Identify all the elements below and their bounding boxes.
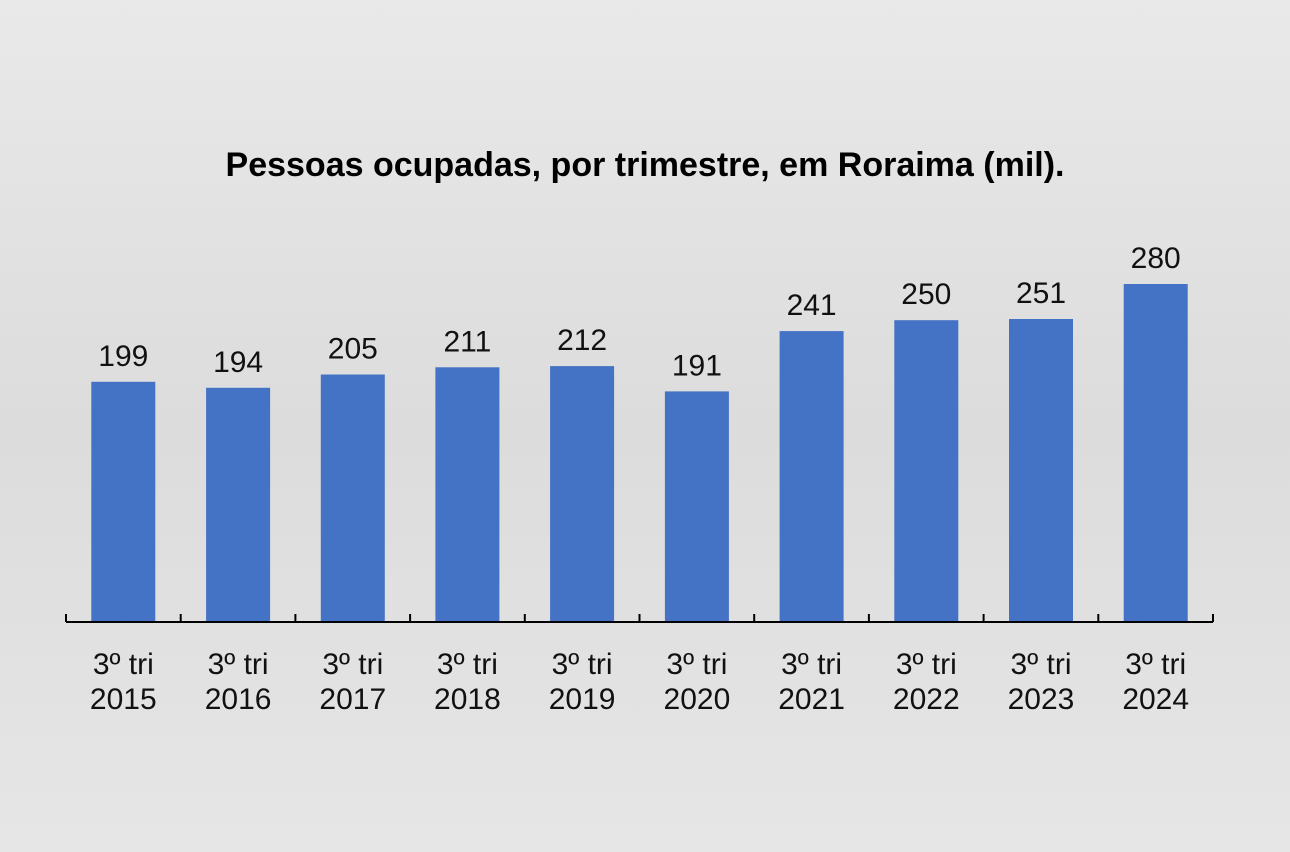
- x-tick-label-line: 3º tri: [1011, 648, 1072, 681]
- x-tick-label-line: 2023: [1008, 683, 1075, 716]
- bar: [550, 366, 615, 622]
- x-tick-label-line: 3º tri: [1125, 648, 1186, 681]
- x-tick-label-line: 2024: [1122, 683, 1189, 716]
- bar: [1009, 319, 1073, 622]
- x-tick-label-line: 2020: [664, 683, 731, 716]
- x-tick-label: 3º tri 2021: [778, 648, 845, 716]
- data-label: 250: [901, 278, 951, 311]
- x-tick-label-line: 2017: [319, 683, 386, 716]
- x-tick-label: 3º tri 2018: [434, 648, 501, 716]
- x-tick-label-line: 3º tri: [322, 648, 383, 681]
- x-tick-label-line: 3º tri: [781, 648, 842, 681]
- x-tick-label: 3º tri 2019: [549, 648, 616, 716]
- bar: [664, 391, 729, 622]
- data-label: 241: [787, 289, 837, 322]
- data-label: 251: [1016, 277, 1066, 310]
- x-tick-label-line: 2019: [549, 683, 616, 716]
- data-label: 205: [328, 333, 378, 366]
- x-tick-label-line: 3º tri: [208, 648, 269, 681]
- x-tick-label: 3º tri 2016: [205, 648, 272, 716]
- x-tick-label-line: 2016: [205, 683, 272, 716]
- data-label: 191: [672, 349, 722, 382]
- x-tick-label: 3º tri 2017: [319, 648, 386, 716]
- x-tick-label: 3º tri 2023: [1008, 648, 1075, 716]
- bar: [320, 374, 385, 622]
- bar: [91, 381, 156, 622]
- data-label: 280: [1131, 242, 1181, 275]
- x-tick-label-line: 2015: [90, 683, 157, 716]
- bar: [1123, 284, 1188, 622]
- x-tick-label-line: 3º tri: [552, 648, 613, 681]
- x-tick-label-line: 3º tri: [437, 648, 498, 681]
- x-tick-label: 3º tri 2015: [90, 648, 157, 716]
- x-tick-label-line: 3º tri: [896, 648, 957, 681]
- bar: [206, 387, 271, 622]
- x-tick-label-line: 2021: [778, 683, 845, 716]
- x-tick-label: 3º tri 2022: [893, 648, 960, 716]
- data-label: 199: [98, 340, 148, 373]
- x-tick-label-line: 2022: [893, 683, 960, 716]
- x-tick-label-line: 2018: [434, 683, 501, 716]
- x-tick-label: 3º tri 2024: [1122, 648, 1189, 716]
- data-label: 211: [443, 325, 491, 358]
- bar: [779, 331, 844, 622]
- x-tick-label-line: 3º tri: [666, 648, 727, 681]
- x-tick-label-line: 3º tri: [93, 648, 154, 681]
- bar: [894, 320, 959, 622]
- x-tick-label: 3º tri 2020: [664, 648, 731, 716]
- data-label: 212: [557, 324, 607, 357]
- chart-title: Pessoas ocupadas, por trimestre, em Rora…: [225, 146, 1065, 184]
- data-label: 194: [213, 346, 263, 379]
- bar: [435, 367, 500, 622]
